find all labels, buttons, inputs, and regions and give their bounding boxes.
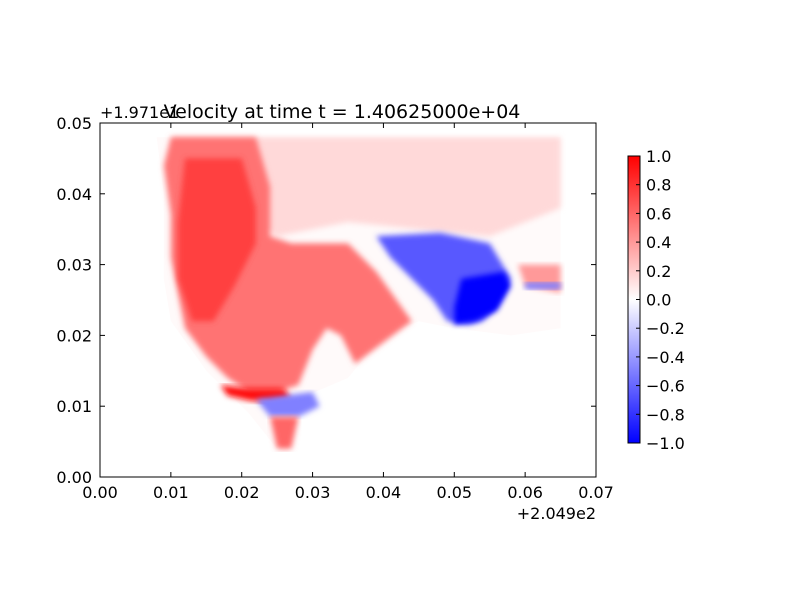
colorbar-tick-label: 1.0 bbox=[646, 147, 671, 166]
x-tick-label: 0.05 bbox=[436, 483, 472, 502]
chart-title: Velocity at time t = 1.40625000e+04 bbox=[164, 101, 521, 123]
colorbar-tick-label: 0.8 bbox=[646, 176, 671, 195]
colorbar-tick-label: 0.0 bbox=[646, 291, 671, 310]
x-tick-label: 0.07 bbox=[578, 483, 614, 502]
x-tick-label: 0.02 bbox=[224, 483, 260, 502]
x-tick-label: 0.01 bbox=[153, 483, 189, 502]
x-offset-label: +2.049e2 bbox=[517, 504, 596, 523]
y-tick-label: 0.03 bbox=[56, 256, 92, 275]
y-tick-label: 0.01 bbox=[56, 397, 92, 416]
colorbar-tick-label: −0.6 bbox=[646, 377, 685, 396]
x-tick-label: 0.04 bbox=[366, 483, 402, 502]
colorbar-tick-label: −0.2 bbox=[646, 319, 685, 338]
colorbar-tick-label: −1.0 bbox=[646, 434, 685, 453]
x-tick-label: 0.00 bbox=[82, 483, 118, 502]
x-axis: 0.00 0.01 0.02 0.03 0.04 0.05 0.06 0.07 bbox=[82, 123, 614, 502]
heatmap-region-east-outflow-core bbox=[454, 271, 511, 325]
colorbar-tick-label: 0.4 bbox=[646, 233, 671, 252]
y-tick-label: 0.05 bbox=[56, 114, 92, 133]
colorbar-tick-label: 0.2 bbox=[646, 262, 671, 281]
x-tick-label: 0.06 bbox=[507, 483, 543, 502]
y-tick-label: 0.02 bbox=[56, 326, 92, 345]
plot-frame bbox=[99, 122, 597, 478]
colorbar-tick-label: 0.6 bbox=[646, 204, 671, 223]
y-tick-label: 0.00 bbox=[56, 468, 92, 487]
x-tick-label: 0.03 bbox=[295, 483, 331, 502]
heatmap-field bbox=[156, 137, 561, 449]
colorbar-tick-label: −0.8 bbox=[646, 405, 685, 424]
colorbar-tick-label: −0.4 bbox=[646, 348, 685, 367]
heatmap-region-southern-channel bbox=[255, 392, 320, 417]
heatmap-region-east-edge-blue bbox=[525, 282, 561, 290]
y-axis: 0.00 0.01 0.02 0.03 0.04 0.05 bbox=[56, 114, 596, 487]
heatmap-region-bay-inner-strong bbox=[177, 158, 256, 322]
colorbar-axis: 1.0 0.8 0.6 0.4 0.2 0.0 −0.2 −0.4 −0.6 −0.8 −1.0 bbox=[636, 147, 685, 453]
y-tick-label: 0.04 bbox=[56, 185, 92, 204]
y-offset-label: +1.971e1 bbox=[100, 103, 179, 122]
heatmap-region-inlet-tail bbox=[270, 416, 299, 449]
